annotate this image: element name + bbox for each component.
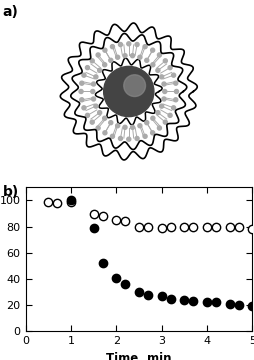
Circle shape: [79, 90, 83, 94]
Circle shape: [173, 81, 177, 85]
Circle shape: [126, 42, 130, 46]
Circle shape: [163, 59, 167, 63]
Circle shape: [144, 58, 148, 62]
Circle shape: [122, 54, 126, 58]
Circle shape: [90, 120, 94, 124]
Circle shape: [150, 116, 154, 120]
Circle shape: [122, 125, 126, 129]
Circle shape: [155, 111, 159, 114]
Circle shape: [173, 98, 177, 102]
Circle shape: [163, 120, 167, 124]
Circle shape: [167, 113, 171, 117]
Circle shape: [90, 59, 94, 63]
Circle shape: [108, 121, 112, 125]
Circle shape: [91, 97, 95, 101]
Circle shape: [130, 125, 134, 129]
Circle shape: [123, 75, 145, 96]
Circle shape: [150, 131, 154, 135]
Circle shape: [115, 124, 119, 128]
Circle shape: [102, 116, 106, 120]
Circle shape: [144, 121, 148, 125]
Circle shape: [115, 55, 119, 59]
Circle shape: [103, 48, 106, 52]
Circle shape: [85, 66, 89, 69]
Circle shape: [162, 90, 166, 94]
Circle shape: [96, 53, 100, 57]
Circle shape: [161, 82, 165, 86]
Circle shape: [137, 55, 141, 59]
Circle shape: [97, 111, 101, 114]
Circle shape: [93, 104, 98, 108]
Circle shape: [135, 42, 138, 46]
Circle shape: [80, 98, 84, 102]
Circle shape: [135, 136, 138, 140]
Circle shape: [150, 63, 154, 67]
Circle shape: [97, 68, 101, 72]
Circle shape: [174, 90, 178, 94]
Circle shape: [108, 58, 112, 62]
Circle shape: [82, 106, 86, 110]
Circle shape: [159, 104, 163, 108]
Circle shape: [155, 68, 159, 72]
Circle shape: [126, 137, 130, 141]
Circle shape: [167, 66, 171, 69]
Circle shape: [142, 45, 147, 49]
X-axis label: Time, min: Time, min: [106, 352, 171, 360]
Circle shape: [91, 82, 95, 86]
Circle shape: [137, 124, 141, 128]
Circle shape: [82, 73, 86, 77]
Text: a): a): [3, 5, 18, 19]
Circle shape: [118, 42, 122, 46]
Circle shape: [157, 126, 161, 130]
Circle shape: [130, 54, 134, 58]
Circle shape: [157, 53, 161, 57]
Circle shape: [118, 136, 122, 140]
Circle shape: [96, 126, 100, 130]
Circle shape: [103, 131, 106, 135]
Circle shape: [102, 63, 106, 67]
Circle shape: [85, 113, 89, 117]
Circle shape: [159, 75, 163, 79]
Circle shape: [171, 73, 175, 77]
Circle shape: [80, 81, 84, 85]
Circle shape: [110, 45, 114, 49]
Circle shape: [110, 134, 114, 138]
Circle shape: [142, 134, 147, 138]
Circle shape: [171, 106, 175, 110]
Circle shape: [103, 66, 153, 117]
Circle shape: [93, 75, 98, 79]
Circle shape: [90, 90, 94, 94]
Circle shape: [161, 97, 165, 101]
Circle shape: [150, 48, 154, 52]
Text: b): b): [3, 185, 19, 199]
